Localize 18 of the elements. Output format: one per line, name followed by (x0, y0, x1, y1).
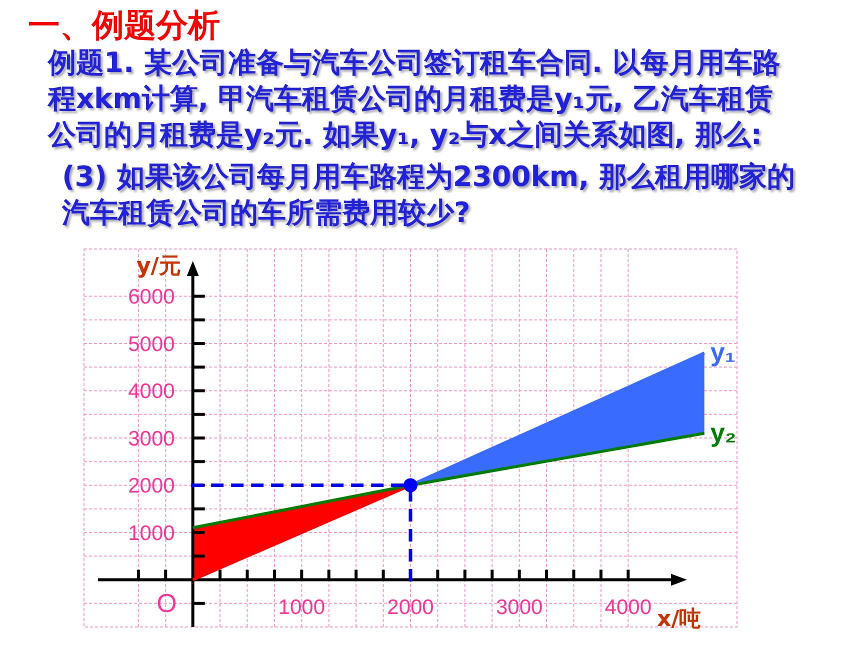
y-tick-label: 1000 (128, 522, 175, 545)
annotation: O (156, 588, 177, 618)
x-axis-title: x/吨 (657, 606, 702, 632)
y-tick-label: 5000 (128, 332, 175, 356)
text: (3) 如果该公司每月用车路程为2300km, 那么租用哪家的汽车租赁公司的车所需费用较少? (61, 160, 795, 229)
x-tick-label: 1000 (278, 596, 326, 619)
y-tick-label: 2000 (128, 474, 175, 498)
y-axis-title: y/元 (136, 254, 181, 279)
y-tick-label: 4000 (128, 380, 175, 404)
series-label: y₁ (710, 336, 736, 367)
y-tick-label: 6000 (128, 286, 175, 309)
x-tick-label: 4000 (604, 596, 652, 619)
x-tick-label: 2000 (387, 596, 434, 619)
chart-subtitle: 例题1. 某公司准备与汽车公司签订租车合同. 以每月用车路程xkm计算, 甲汽车租赁公司的月租费是y₁元, 乙汽车租赁公司的月租费是y₂元. 如果y₁, y₂与x之间关系如图, 那么: (47, 46, 780, 151)
series-label: y₂ (710, 417, 736, 448)
y-tick-label: 3000 (128, 427, 175, 450)
x-tick-label: 3000 (496, 596, 543, 619)
chart-title: 一、例题分析 (28, 6, 220, 44)
